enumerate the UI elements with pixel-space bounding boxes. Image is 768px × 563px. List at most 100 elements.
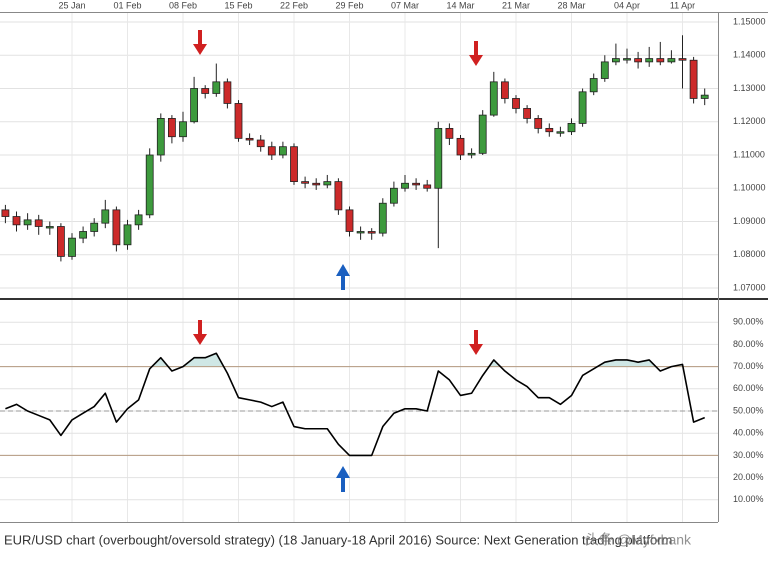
y-tick-label: 1.12000	[733, 116, 766, 126]
x-tick-label: 14 Mar	[446, 0, 474, 10]
candle-body	[645, 58, 654, 63]
candle-body	[500, 81, 509, 99]
candle-body	[367, 231, 376, 234]
y-tick-label: 80.00%	[733, 339, 764, 349]
candle-body	[578, 91, 587, 124]
candle-body	[389, 187, 398, 204]
y-tick-label: 10.00%	[733, 494, 764, 504]
x-tick-label: 07 Mar	[391, 0, 419, 10]
x-tick-label: 25 Jan	[58, 0, 85, 10]
candle-body	[689, 59, 698, 99]
x-tick-label: 04 Apr	[614, 0, 640, 10]
rsi-line	[5, 352, 705, 457]
candle-body	[134, 214, 143, 226]
y-tick-label: 40.00%	[733, 428, 764, 438]
candle-body	[245, 137, 254, 141]
x-tick-label: 28 Mar	[557, 0, 585, 10]
y-tick-label: 1.10000	[733, 183, 766, 193]
candle-body	[223, 81, 232, 104]
candle-body	[90, 222, 99, 232]
candle-body	[156, 118, 165, 156]
x-tick-label: 29 Feb	[335, 0, 363, 10]
candle-body	[145, 154, 154, 216]
candle-body	[79, 231, 87, 239]
candle-body	[167, 118, 176, 138]
candle-body	[667, 58, 676, 63]
overbought-zone	[151, 353, 683, 367]
candle-body	[467, 152, 476, 156]
candle-body	[123, 224, 132, 246]
watermark: 头条 @Myfxbank	[585, 532, 692, 548]
candle-body	[545, 127, 554, 133]
candle-body	[623, 58, 631, 61]
candle-body	[700, 94, 709, 99]
x-tick-label: 11 Apr	[670, 0, 695, 10]
candle-body	[190, 88, 199, 123]
candle-body	[445, 127, 454, 139]
candle-body	[23, 219, 32, 226]
candle-body	[534, 118, 543, 129]
candle-body	[523, 108, 531, 119]
candle-body	[589, 78, 598, 93]
x-tick-label: 01 Feb	[113, 0, 141, 10]
candle-body	[423, 184, 432, 189]
y-tick-label: 1.14000	[733, 50, 766, 60]
candle-body	[290, 146, 298, 183]
candle-body	[345, 209, 354, 232]
sell-arrow	[193, 30, 483, 355]
candle-body	[12, 216, 21, 226]
candle-body	[68, 237, 76, 257]
candle-body	[312, 182, 321, 186]
candle-body	[179, 121, 187, 138]
candle-body	[401, 182, 409, 189]
x-tick-label: 21 Mar	[502, 0, 530, 10]
candle-body	[212, 81, 221, 94]
candle-body	[412, 182, 421, 186]
y-tick-label: 30.00%	[733, 450, 764, 460]
candle-body	[323, 181, 332, 186]
candle-body	[478, 114, 487, 154]
buy-arrow	[336, 264, 350, 492]
y-tick-label: 1.13000	[733, 83, 766, 93]
candle-body	[201, 88, 210, 94]
candle-body	[101, 209, 110, 224]
x-tick-label: 22 Feb	[280, 0, 308, 10]
candle-body	[656, 58, 665, 63]
caption: EUR/USD chart (overbought/oversold strat…	[4, 532, 672, 547]
candle-body	[301, 181, 310, 184]
y-tick-label: 1.09000	[733, 216, 766, 226]
y-tick-label: 70.00%	[733, 361, 764, 371]
candle-body	[678, 58, 687, 61]
candle-body	[267, 146, 276, 156]
candle-body	[556, 131, 565, 134]
y-tick-label: 1.07000	[733, 282, 766, 292]
y-tick-label: 1.15000	[733, 16, 766, 26]
candle-body	[1, 209, 10, 217]
candle-body	[234, 103, 243, 139]
candle-body	[256, 139, 265, 148]
candle-body	[112, 209, 121, 246]
y-tick-label: 50.00%	[733, 405, 764, 415]
candle-body	[278, 146, 287, 156]
candle-body	[456, 137, 465, 156]
candle-body	[512, 98, 520, 109]
candle-body	[600, 61, 609, 79]
y-tick-label: 60.00%	[733, 383, 764, 393]
y-tick-label: 1.11000	[733, 149, 765, 159]
candle-body	[567, 123, 576, 133]
candle-body	[334, 181, 343, 211]
candle-body	[45, 226, 54, 229]
candle-body	[378, 202, 387, 234]
candle-body	[57, 226, 65, 257]
candle-body	[612, 58, 620, 63]
candle-body	[434, 127, 443, 189]
candle-body	[34, 219, 43, 227]
candle-body	[356, 231, 365, 234]
y-tick-label: 20.00%	[733, 472, 764, 482]
candle-body	[634, 58, 642, 63]
y-tick-label: 90.00%	[733, 317, 764, 327]
x-tick-label: 08 Feb	[169, 0, 197, 10]
